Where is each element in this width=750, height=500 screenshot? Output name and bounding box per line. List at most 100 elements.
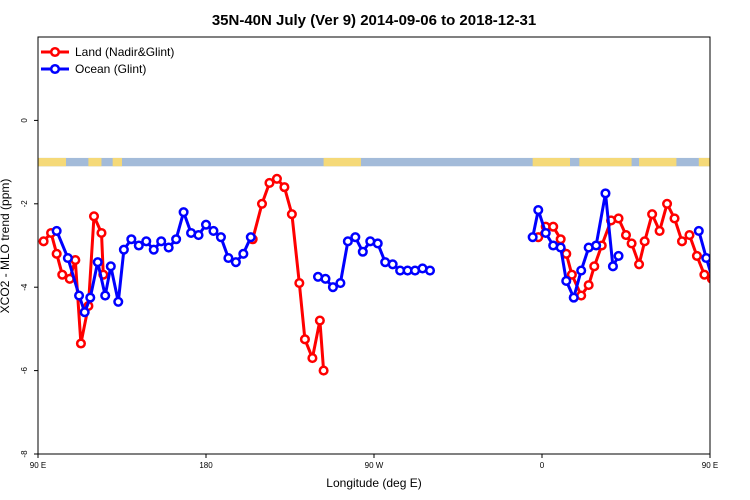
data-point xyxy=(626,238,637,249)
y-tick-label: -6 xyxy=(20,366,29,374)
x-axis-label: Longitude (deg E) xyxy=(326,476,421,490)
data-point xyxy=(256,198,268,209)
data-point xyxy=(647,209,658,220)
data-point xyxy=(163,242,174,253)
x-tick-label: 0 xyxy=(540,461,545,470)
data-point xyxy=(74,290,85,301)
data-point xyxy=(141,236,152,247)
ocean-band xyxy=(38,157,710,167)
land-segment xyxy=(323,157,361,167)
data-point xyxy=(238,248,249,259)
data-point xyxy=(527,232,538,243)
data-point xyxy=(568,292,579,303)
data-point xyxy=(701,252,710,264)
legend-item: Ocean (Glint) xyxy=(41,62,146,76)
data-point xyxy=(314,315,325,326)
data-point xyxy=(634,259,645,270)
data-point xyxy=(693,225,704,236)
data-point xyxy=(555,242,566,253)
data-point xyxy=(294,277,305,289)
data-point xyxy=(245,232,256,243)
data-point xyxy=(307,353,318,364)
series-line xyxy=(42,177,710,371)
x-axis: 90 E 180 90 W 0 90 E xyxy=(30,454,718,470)
data-point xyxy=(607,261,618,272)
land-ocean-mask xyxy=(38,157,710,167)
data-point xyxy=(62,252,73,264)
series-land xyxy=(38,173,750,376)
data-point xyxy=(156,236,167,247)
legend-label: Ocean (Glint) xyxy=(75,62,146,76)
data-point xyxy=(589,261,600,272)
y-axis: 0 -2 -4 -6 -8 xyxy=(20,118,38,458)
data-point xyxy=(676,236,688,247)
y-tick-label: -4 xyxy=(20,283,29,291)
data-point xyxy=(591,240,602,251)
data-point xyxy=(105,261,116,272)
legend-marker xyxy=(49,63,61,75)
data-point xyxy=(691,250,702,261)
data-point xyxy=(555,234,566,245)
land-segment xyxy=(579,157,632,167)
data-point xyxy=(387,259,398,270)
data-point xyxy=(96,227,107,239)
data-point xyxy=(714,292,722,300)
data-point xyxy=(208,225,219,236)
data-point xyxy=(178,207,189,218)
data-point xyxy=(75,338,86,349)
data-point xyxy=(100,290,111,301)
data-point xyxy=(51,225,62,236)
legend: Land (Nadir&Glint) Ocean (Glint) xyxy=(41,45,174,76)
data-point xyxy=(719,308,727,316)
y-axis-label: XCO2 - MLO trend (ppm) xyxy=(0,179,12,314)
x-tick-label: 180 xyxy=(199,461,213,470)
data-point xyxy=(318,365,329,376)
data-point xyxy=(639,236,650,247)
data-point xyxy=(79,307,90,318)
data-point xyxy=(51,248,62,259)
data-point xyxy=(148,244,159,255)
data-point xyxy=(613,213,624,224)
data-point xyxy=(271,173,282,184)
data-point xyxy=(264,177,275,188)
x-tick-label: 90 E xyxy=(30,461,46,470)
data-point xyxy=(742,229,750,237)
data-point xyxy=(88,211,100,222)
data-point xyxy=(286,209,297,220)
land-segment xyxy=(112,157,122,167)
data-point xyxy=(118,244,129,255)
data-point xyxy=(533,205,544,216)
data-point xyxy=(350,232,361,243)
data-point xyxy=(279,182,290,193)
data-point xyxy=(92,257,103,268)
data-point xyxy=(684,230,695,241)
series-layer xyxy=(38,173,750,376)
data-point xyxy=(85,292,96,303)
data-point xyxy=(327,282,338,293)
data-point xyxy=(745,271,750,279)
data-point xyxy=(200,219,212,230)
data-point xyxy=(669,213,680,224)
data-point xyxy=(566,269,577,280)
land-segment xyxy=(532,157,570,167)
data-point xyxy=(113,296,124,307)
series-line xyxy=(55,191,710,314)
data-point xyxy=(740,292,748,300)
data-point xyxy=(654,225,665,236)
data-point xyxy=(620,230,632,241)
series-ocean xyxy=(51,188,748,318)
data-point xyxy=(171,234,182,245)
data-point xyxy=(223,252,234,264)
data-point xyxy=(342,236,353,247)
data-point xyxy=(193,230,204,241)
chart-title: 35N-40N July (Ver 9) 2014-09-06 to 2018-… xyxy=(212,12,536,29)
data-point xyxy=(372,238,383,249)
data-point xyxy=(320,273,331,284)
data-point xyxy=(357,246,368,257)
data-point xyxy=(583,280,594,291)
data-point xyxy=(38,236,49,247)
data-point xyxy=(133,240,144,251)
data-point xyxy=(540,227,551,239)
data-point xyxy=(613,250,624,261)
